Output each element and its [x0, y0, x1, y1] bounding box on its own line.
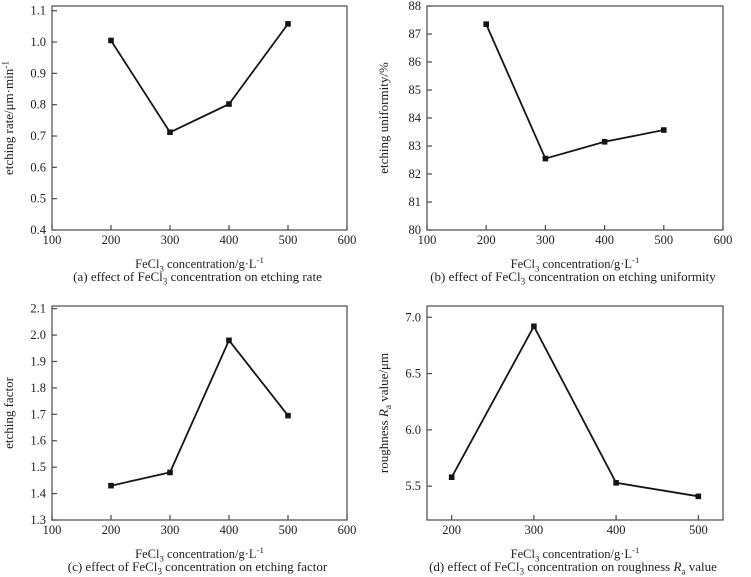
svg-text:400: 400	[607, 523, 626, 537]
svg-text:500: 500	[279, 233, 298, 247]
chart-panel-d: 200 300 400 500 5.5 6.0 6.5 7.0 roughness Ra val…	[375, 290, 751, 577]
svg-text:84: 84	[409, 111, 422, 125]
svg-text:0.4: 0.4	[30, 223, 46, 237]
svg-text:82: 82	[409, 167, 422, 181]
chart-panel-b: 100 200 300 400 500 600 80 81 82 83 84 85 86 87 88 etch…	[375, 0, 751, 290]
svg-text:6.5: 6.5	[405, 367, 421, 381]
svg-text:85: 85	[409, 83, 422, 97]
svg-text:88: 88	[409, 0, 422, 13]
svg-text:0.7: 0.7	[30, 129, 46, 143]
svg-text:200: 200	[102, 523, 121, 537]
svg-text:1.4: 1.4	[30, 487, 46, 501]
x-axis-label-d: FeCl3 concentration/g·L-1	[510, 545, 640, 564]
svg-text:0.8: 0.8	[30, 98, 46, 112]
svg-text:1.1: 1.1	[30, 4, 46, 18]
svg-text:1.9: 1.9	[30, 354, 46, 368]
svg-text:200: 200	[442, 523, 461, 537]
svg-text:1.0: 1.0	[30, 35, 46, 49]
svg-text:0.6: 0.6	[30, 160, 46, 174]
svg-text:200: 200	[477, 233, 496, 247]
svg-text:87: 87	[409, 27, 422, 41]
chart-panel-a: 100 200 300 400 500 600 0.4 0.5 0.6 0.7 0.8 0.9 1.0 1…	[0, 0, 375, 290]
svg-text:300: 300	[161, 233, 180, 247]
svg-text:81: 81	[409, 195, 422, 209]
svg-text:600: 600	[714, 233, 733, 247]
x-axis-label-c: FeCl3 concentration/g·L-1	[135, 545, 264, 564]
svg-text:0.5: 0.5	[30, 192, 46, 206]
svg-text:1.6: 1.6	[30, 434, 46, 448]
svg-text:500: 500	[279, 523, 298, 537]
chart-caption-c: (c) effect of FeCl3 concentration on etc…	[67, 559, 328, 577]
svg-text:400: 400	[595, 233, 614, 247]
svg-text:100: 100	[43, 523, 62, 537]
svg-text:2.0: 2.0	[30, 328, 46, 342]
svg-text:300: 300	[161, 523, 180, 537]
svg-text:400: 400	[220, 233, 239, 247]
svg-text:6.0: 6.0	[405, 423, 421, 437]
svg-text:500: 500	[689, 523, 708, 537]
svg-text:500: 500	[654, 233, 673, 247]
svg-text:300: 300	[525, 523, 544, 537]
svg-text:5.5: 5.5	[405, 479, 421, 493]
svg-text:80: 80	[409, 223, 422, 237]
svg-text:1.8: 1.8	[30, 381, 46, 395]
svg-text:etching rate/μm·min-1: etching rate/μm·min-1	[1, 61, 16, 175]
x-axis-label-b: FeCl3 concentration/g·L-1	[510, 255, 640, 274]
svg-text:86: 86	[409, 55, 422, 69]
chart-caption-b: (b) effect of FeCl3 concentration on etc…	[430, 269, 716, 287]
svg-text:2.1: 2.1	[30, 302, 46, 316]
svg-text:1.5: 1.5	[30, 460, 46, 474]
svg-text:200: 200	[102, 233, 121, 247]
chart-plot-b: 100 200 300 400 500 600 80 81 82 83 84 85 86 87 88 etch…	[376, 0, 733, 247]
svg-text:1.7: 1.7	[30, 407, 46, 421]
svg-text:100: 100	[418, 233, 437, 247]
svg-text:600: 600	[338, 523, 357, 537]
svg-text:roughness Ra value/μm: roughness Ra value/μm	[376, 353, 394, 473]
chart-plot-d: 200 300 400 500 5.5 6.0 6.5 7.0 roughness Ra val…	[376, 305, 724, 537]
svg-text:etching factor: etching factor	[1, 376, 16, 448]
chart-caption-a: (a) effect of FeCl3 concentration on etc…	[73, 269, 322, 287]
svg-text:7.0: 7.0	[405, 310, 421, 324]
svg-text:100: 100	[43, 233, 62, 247]
x-axis-label-a: FeCl3 concentration/g·L-1	[135, 255, 264, 274]
svg-text:0.9: 0.9	[30, 66, 46, 80]
chart-plot-a: 100 200 300 400 500 600 0.4 0.5 0.6 0.7 0.8 0.9 1.0 1…	[1, 4, 357, 247]
chart-caption-d: (d) effect of FeCl3 concentration on rou…	[429, 559, 717, 577]
svg-text:400: 400	[220, 523, 239, 537]
chart-plot-c: 100 200 300 400 500 600 1.3 1.4 1.5 1.6 1.7 1.8 1.9 2…	[1, 302, 357, 537]
svg-text:1.3: 1.3	[30, 513, 46, 527]
svg-text:etching uniformity/%: etching uniformity/%	[376, 62, 391, 174]
svg-text:600: 600	[338, 233, 357, 247]
svg-text:300: 300	[536, 233, 555, 247]
chart-panel-c: 100 200 300 400 500 600 1.3 1.4 1.5 1.6 1.7 1.8 1.9 2…	[0, 290, 375, 577]
svg-text:83: 83	[409, 139, 422, 153]
